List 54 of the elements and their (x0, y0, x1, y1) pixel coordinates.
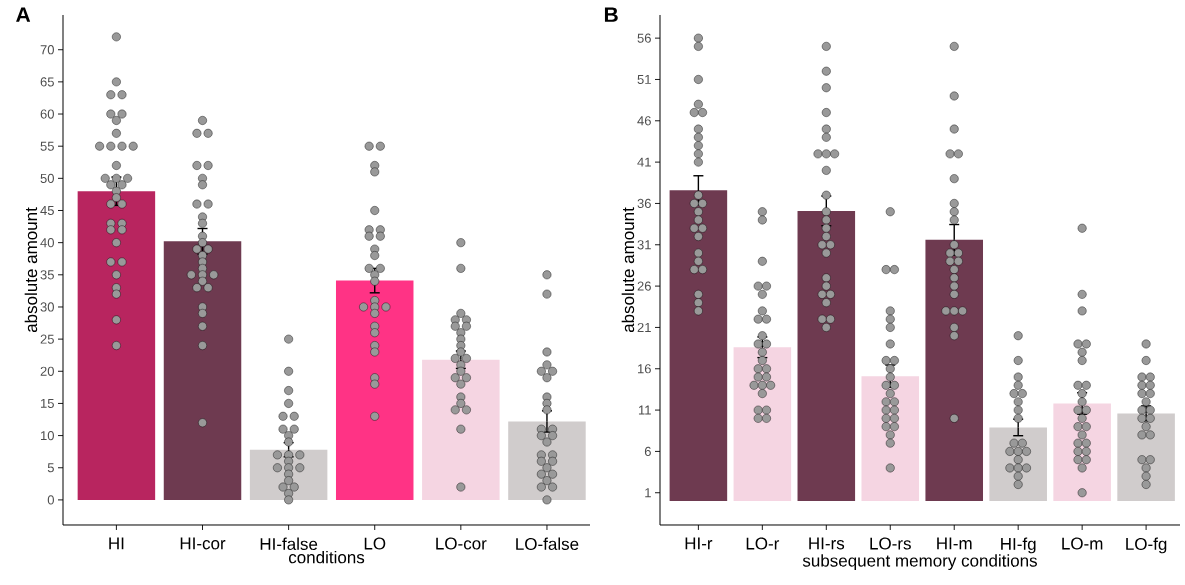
y-tick-label: 45 (40, 205, 54, 216)
x-tick-label: HI-fg (1001, 537, 1036, 554)
y-tick-label: 46 (637, 116, 651, 126)
y-tick-label: 1 (645, 488, 651, 498)
y-tick-label: 26 (637, 281, 651, 291)
x-tick-label: LO-rs (870, 537, 911, 550)
y-tick-label: 15 (41, 398, 54, 408)
x-tick-label: LO-false (516, 537, 579, 551)
bar (925, 239, 984, 502)
y-tick-label: 65 (40, 77, 54, 87)
y-tick-label: 50 (40, 173, 54, 183)
bar (797, 210, 856, 502)
bar (77, 191, 156, 500)
y-axis-title: absolute amount (621, 207, 635, 333)
chart-title: B (604, 7, 618, 22)
x-tick-label: LO-r (746, 537, 780, 550)
y-tick-label: 36 (637, 198, 651, 209)
x-tick-label: HI (109, 537, 124, 550)
y-tick-label: 60 (40, 109, 54, 119)
x-tick-label: LO-m (1062, 537, 1103, 550)
y-tick-label: 10 (41, 430, 54, 441)
bar (163, 241, 242, 500)
bar (422, 359, 500, 500)
chart-title: A (16, 7, 31, 22)
y-tick-label: 30 (40, 302, 54, 312)
y-tick-label: 51 (637, 74, 651, 84)
x-tick-label: HI-false (260, 537, 318, 551)
y-axis-title: absolute amount (24, 207, 38, 333)
x-tick-label: LO (364, 537, 386, 550)
y-tick-label: 11 (638, 405, 651, 415)
y-tick-label: 20 (40, 366, 54, 376)
y-tick-label: 6 (644, 446, 651, 457)
y-tick-label: 56 (637, 33, 651, 43)
y-tick-label: 70 (40, 45, 54, 55)
y-tick-label: 31 (637, 240, 651, 250)
y-tick-label: 0 (47, 495, 54, 505)
x-tick-label: LO-cor (436, 537, 487, 550)
bar (335, 280, 414, 500)
y-tick-label: 16 (638, 364, 651, 374)
x-tick-label: HI-r (685, 537, 713, 550)
x-tick-label: HI-m (937, 537, 972, 550)
y-tick-label: 55 (40, 141, 54, 151)
y-tick-label: 21 (637, 322, 651, 332)
x-tick-label: LO-fg (1126, 537, 1167, 554)
x-tick-label: HI-rs (809, 537, 845, 550)
y-tick-label: 35 (40, 270, 54, 280)
y-tick-label: 41 (637, 157, 651, 167)
y-tick-label: 25 (40, 334, 54, 344)
bar (669, 190, 728, 502)
x-axis-title: subsequent memory conditions (802, 554, 1037, 571)
y-tick-label: 5 (47, 463, 54, 473)
x-axis-title: conditions (288, 550, 365, 564)
y-tick-label: 40 (40, 238, 54, 248)
x-tick-label: HI-cor (180, 537, 226, 550)
